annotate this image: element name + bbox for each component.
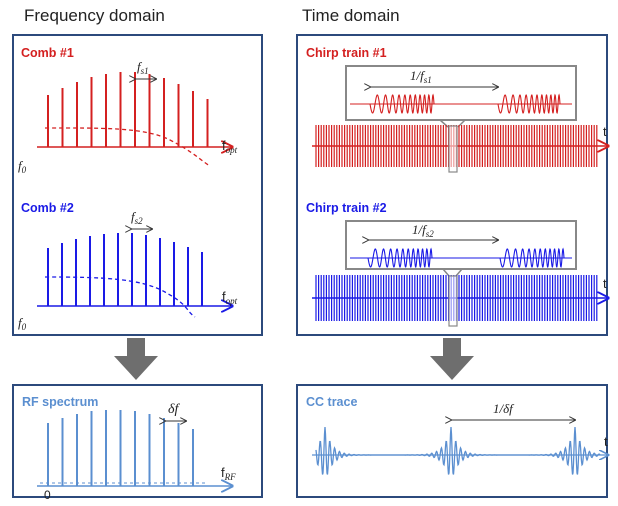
- rf-origin-label: 0: [44, 488, 51, 502]
- chirp2-zoom-box: [345, 220, 577, 270]
- comb2-envelope: [44, 276, 196, 318]
- cc-title: CC trace: [306, 395, 357, 409]
- comb2-spacing-label: fs2: [131, 209, 143, 226]
- chirp1-burst: [497, 93, 561, 115]
- cc-trace: [315, 426, 601, 475]
- chirp2-axis-label: t: [603, 276, 607, 291]
- frequency-domain-panel: [12, 34, 263, 336]
- comb1-lines: [47, 72, 209, 147]
- comb1-envelope: [44, 127, 211, 167]
- comb2-axis-label: fopt: [222, 289, 238, 306]
- rf-lines: [47, 410, 194, 486]
- chirp2-zoom-marker: [448, 275, 458, 327]
- comb1-axis-label: fopt: [222, 138, 238, 155]
- cc-period-label: 1/δf: [493, 401, 515, 416]
- comb1-spacing-label: fs1: [137, 59, 149, 76]
- chirp1-zoom-marker: [448, 125, 458, 173]
- chirp1-burst: [369, 93, 435, 115]
- rf-axis-label: fRF: [221, 465, 236, 482]
- chirp1-period-label: 1/fs1: [410, 68, 432, 85]
- chirp2-burst: [499, 247, 565, 269]
- rf-spacing-label: δf: [168, 402, 181, 417]
- comb1-title: Comb #1: [21, 46, 74, 60]
- comb2-origin-label: f0: [18, 315, 27, 332]
- comb2-title: Comb #2: [21, 201, 74, 215]
- down-arrow-frequency: [114, 338, 158, 380]
- chirp2-title: Chirp train #2: [306, 201, 387, 215]
- cc-axis-label: t: [604, 434, 608, 449]
- chirp1-axis-label: t: [603, 124, 607, 139]
- down-arrow-time: [430, 338, 474, 380]
- frequency-domain-heading: Frequency domain: [24, 6, 165, 25]
- rf-spectrum-panel: [12, 384, 263, 498]
- time-domain-heading: Time domain: [302, 6, 400, 25]
- comb1-origin-label: f0: [18, 158, 27, 175]
- rf-title: RF spectrum: [22, 395, 98, 409]
- chirp1-zoom-box: [345, 65, 577, 121]
- chirp2-burst: [367, 247, 433, 269]
- chirp1-title: Chirp train #1: [306, 46, 387, 60]
- chirp2-period-label: 1/fs2: [412, 222, 434, 239]
- chirp2-zoom-connector: [442, 268, 463, 277]
